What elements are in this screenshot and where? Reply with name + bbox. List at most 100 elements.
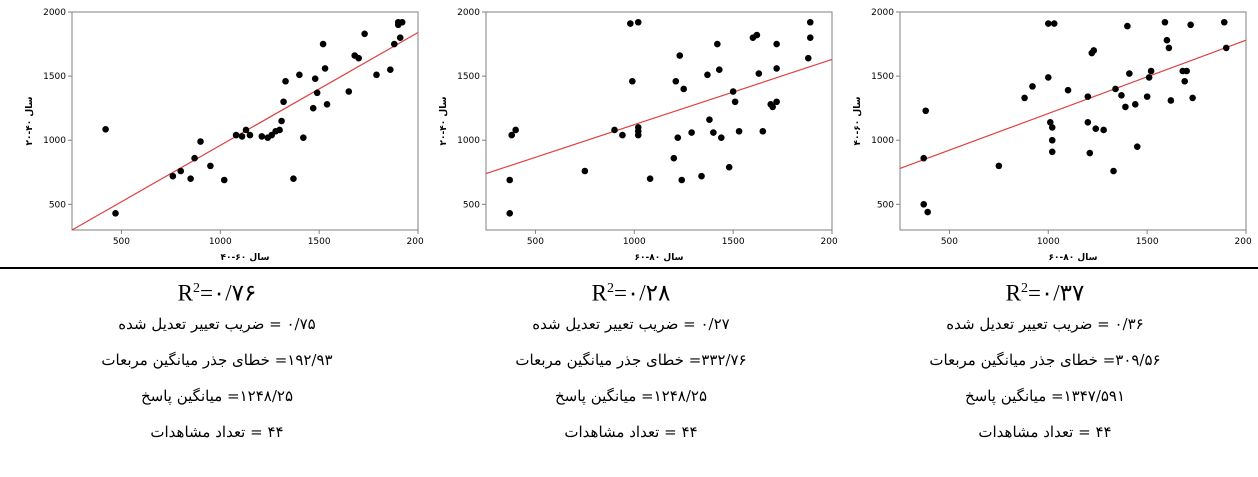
data-point — [1183, 67, 1190, 75]
x-tick-label: 1500 — [722, 237, 745, 247]
y-tick-label: 500 — [877, 200, 894, 210]
data-point — [629, 77, 636, 85]
data-point — [1122, 103, 1129, 111]
data-point — [220, 176, 228, 184]
data-point — [313, 89, 321, 97]
data-point — [735, 127, 743, 135]
data-point — [390, 40, 398, 48]
data-point — [207, 162, 214, 170]
data-point — [290, 175, 297, 183]
data-point — [1044, 74, 1052, 81]
y-tick-label: 2000 — [457, 8, 480, 18]
regression-line — [485, 58, 833, 175]
data-point — [710, 129, 717, 136]
data-point — [1147, 67, 1155, 75]
data-point — [232, 131, 240, 139]
data-point — [246, 131, 254, 139]
chart-panel-2: 500 1000 1500 2000 500 1000 1500 2000 ۶۰-۸۰ سال ۲… — [424, 4, 838, 265]
data-point — [1145, 74, 1153, 81]
data-point — [398, 18, 406, 26]
data-point — [806, 18, 814, 26]
data-point — [387, 66, 394, 74]
data-point — [1118, 92, 1125, 99]
data-point — [1110, 167, 1117, 175]
data-point — [1084, 93, 1092, 100]
data-point — [619, 131, 626, 139]
x-tick-label: 1000 — [209, 237, 232, 247]
data-point — [920, 201, 928, 208]
data-point — [676, 52, 684, 59]
stats-block-3: R2=۰/۳۷ ۰/۳۶ = ضریب تعییر تعدیل شده ۳۰۹/… — [838, 272, 1252, 450]
data-point — [1029, 83, 1036, 90]
data-point — [323, 101, 331, 108]
data-point — [725, 163, 733, 171]
data-point — [396, 34, 404, 41]
x-tick-label: 1500 — [308, 237, 331, 247]
data-point — [1100, 126, 1107, 134]
scatter-chart-3: 500 1000 1500 2000 500 1000 1500 2000 ۶۰-۸۰ سال ۴… — [853, 8, 1252, 263]
scatter-chart-2: 500 1000 1500 2000 500 1000 1500 2000 ۶۰-۸۰ سال ۲… — [439, 8, 838, 263]
data-point — [634, 18, 642, 26]
data-point — [1187, 21, 1194, 29]
data-point — [995, 162, 1003, 170]
data-point — [1124, 22, 1131, 30]
chart-panel-1: 500 1000 1500 2000 500 1000 1500 2000 ۴۰-۶۰ سال ۲… — [10, 4, 424, 265]
mean-response: ۱۳۴۷/۵۹۱= میانگین پاسخ — [964, 387, 1126, 405]
y-axis-label: ۲۰-۴۰ سال — [25, 96, 35, 145]
data-point — [238, 133, 246, 140]
x-tick-label: 2000 — [407, 237, 424, 247]
data-point — [169, 172, 177, 180]
data-point — [716, 66, 723, 74]
data-point — [187, 175, 194, 183]
x-axis-label: ۴۰-۶۰ سال — [221, 253, 270, 263]
data-point — [688, 129, 695, 136]
data-point — [309, 104, 317, 112]
data-point — [581, 167, 589, 175]
data-point — [1050, 20, 1058, 27]
y-tick-label: 1500 — [871, 72, 894, 82]
observation-count: ۴۴ = تعداد مشاهدات — [150, 423, 284, 441]
data-point — [706, 116, 713, 124]
data-point — [242, 126, 250, 134]
data-point — [102, 126, 109, 133]
data-point — [1048, 124, 1056, 131]
data-point — [197, 138, 204, 145]
data-point — [1046, 118, 1054, 126]
data-point — [611, 126, 618, 134]
y-tick-label: 1500 — [43, 72, 66, 82]
data-point — [1163, 36, 1171, 44]
rmse: ۱۹۲/۹۳= خطای جذر میانگین مربعات — [101, 351, 333, 369]
data-point — [634, 131, 642, 139]
data-point — [924, 208, 931, 216]
data-point — [373, 71, 380, 79]
data-point — [646, 175, 654, 183]
data-point — [920, 154, 928, 162]
rmse: ۳۳۲/۷۶= خطای جذر میانگین مربعات — [515, 351, 747, 369]
data-point — [678, 176, 686, 184]
data-point — [1131, 101, 1139, 108]
data-point — [361, 30, 368, 38]
data-point — [1084, 118, 1092, 126]
data-point — [759, 127, 767, 135]
data-point — [1048, 136, 1056, 144]
r-squared: R2=۰/۷۶ — [177, 280, 257, 306]
regression-line — [899, 39, 1247, 170]
adjusted-r-squared: ۰/۳۶ = ضریب تعییر تعدیل شده — [946, 315, 1144, 333]
data-point — [1167, 97, 1175, 104]
data-point — [717, 134, 725, 141]
data-point — [627, 20, 634, 27]
data-point — [278, 117, 285, 125]
data-point — [729, 88, 737, 95]
x-axis-label: ۶۰-۸۰ سال — [1049, 253, 1098, 263]
rmse: ۳۰۹/۵۶= خطای جذر میانگین مربعات — [929, 351, 1161, 369]
plot-frame — [71, 11, 419, 231]
data-point — [674, 134, 682, 141]
adjusted-r-squared: ۰/۲۷ = ضریب تعییر تعدیل شده — [532, 315, 730, 333]
data-point — [1143, 93, 1151, 100]
data-point — [704, 71, 711, 79]
y-tick-label: 500 — [463, 200, 480, 210]
x-tick-label: 1500 — [1136, 237, 1159, 247]
data-point — [1112, 85, 1119, 93]
data-point — [191, 154, 198, 162]
data-point — [1181, 77, 1189, 85]
